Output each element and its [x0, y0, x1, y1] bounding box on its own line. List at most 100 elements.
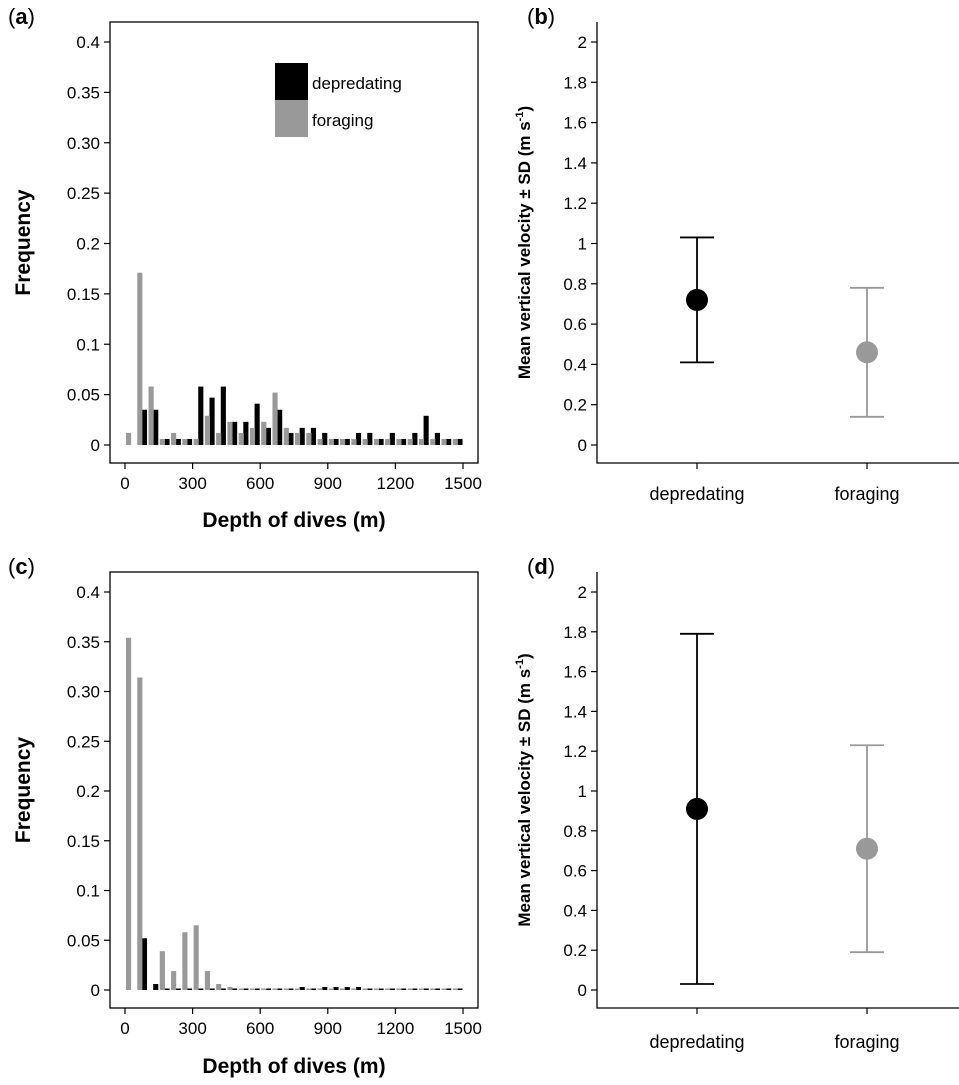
panel-label-open: (	[8, 4, 16, 29]
bar-foraging	[272, 988, 278, 990]
bar-depredating	[367, 988, 373, 990]
y-tick-label: 0.05	[67, 386, 100, 405]
mean-point-foraging	[856, 341, 878, 364]
x-tick-label: 1500	[444, 1019, 482, 1038]
axis-lines	[596, 22, 959, 464]
bar-foraging	[182, 932, 188, 990]
bar-depredating	[344, 987, 350, 990]
bar-foraging	[171, 432, 177, 445]
legend-swatch-foraging	[275, 100, 308, 137]
bar-depredating	[288, 988, 294, 990]
bar-foraging	[452, 438, 458, 445]
y-tick-label: 0.35	[67, 83, 100, 102]
bar-depredating	[232, 421, 238, 445]
y-tick-label: 1.4	[563, 154, 587, 173]
bar-depredating	[446, 988, 452, 990]
y-tick-label: 0.2	[76, 782, 100, 801]
x-tick-label: 300	[178, 1019, 206, 1038]
x-axis-title: Depth of dives (m)	[202, 509, 385, 532]
bar-foraging	[249, 427, 256, 445]
bar-depredating	[389, 432, 395, 445]
bar-foraging	[261, 421, 267, 445]
x-tick-label: 900	[314, 1019, 342, 1038]
bar-depredating	[412, 988, 418, 990]
bar-foraging	[385, 438, 391, 445]
bar-foraging	[227, 987, 233, 990]
panel-label-close: )	[548, 4, 555, 29]
x-axis-title: Depth of dives (m)	[202, 1055, 385, 1078]
bar-depredating	[209, 397, 215, 445]
bar-foraging	[362, 438, 368, 445]
y-axis-title: Mean vertical velocity ± SD (m s-1)	[514, 653, 534, 926]
x-tick-label: 1200	[376, 1019, 414, 1038]
bar-depredating	[186, 988, 193, 990]
bar-foraging	[373, 438, 379, 445]
bar-depredating	[457, 988, 463, 990]
bar-foraging	[441, 438, 447, 445]
bar-depredating	[243, 988, 249, 990]
bar-foraging	[317, 438, 323, 445]
bar-depredating	[265, 427, 271, 445]
bar-depredating	[198, 386, 204, 445]
panel-label: (b)	[527, 4, 555, 29]
bar-foraging	[396, 988, 402, 990]
y-tick-label: 1.8	[563, 73, 587, 92]
category-label-depredating: depredating	[649, 1032, 744, 1052]
bar-foraging	[441, 988, 447, 990]
bar-depredating	[198, 988, 204, 990]
bar-depredating	[434, 988, 440, 990]
y-axis-title-main: Mean vertical velocity ± SD (m s	[515, 121, 534, 379]
y-tick-label: 1	[578, 782, 587, 801]
category-label-foraging: foraging	[834, 1032, 899, 1052]
bar-foraging	[126, 637, 132, 990]
y-tick-label: 0.30	[67, 683, 100, 702]
bar-foraging	[193, 925, 199, 990]
bar-foraging	[137, 272, 143, 445]
bar-depredating	[265, 988, 271, 990]
y-tick-label: 0.15	[67, 832, 100, 851]
panel-label: (d)	[527, 554, 555, 579]
bar-depredating	[232, 988, 238, 990]
y-axis-title-superscript: -1	[514, 112, 526, 122]
bar-foraging	[283, 427, 289, 445]
bar-foraging	[283, 988, 289, 990]
bar-foraging	[340, 988, 346, 990]
bar-depredating	[423, 988, 429, 990]
bar-depredating	[153, 409, 159, 445]
bar-depredating	[355, 987, 362, 990]
y-tick-label: 0.05	[67, 931, 100, 950]
y-tick-label: 1.6	[563, 663, 587, 682]
panel-label-letter: d	[534, 554, 547, 579]
plot-frame	[109, 21, 479, 464]
bar-foraging	[171, 971, 177, 990]
y-tick-label: 1.2	[563, 194, 587, 213]
bar-depredating	[209, 988, 215, 990]
bar-foraging	[351, 438, 357, 445]
y-tick-label: 1.2	[563, 742, 587, 761]
y-tick-label: 0.1	[76, 882, 100, 901]
chart-panel-0: (a) 0 0.05 0.1 0.15 0.2 0.25 0.30 0.35 0.4 0 300 600…	[8, 4, 482, 532]
x-tick-label: 600	[246, 474, 274, 493]
bar-foraging	[249, 988, 256, 990]
bar-depredating	[333, 987, 339, 990]
y-tick-label: 0	[91, 436, 100, 455]
bar-foraging	[362, 988, 368, 990]
y-tick-label: 2	[578, 583, 587, 602]
bar-foraging	[306, 432, 312, 445]
bar-depredating	[322, 432, 328, 445]
x-tick-label: 300	[178, 474, 206, 493]
chart-panel-3: (d) 0 0.2 0.4 0.6 0.8 1 1.2 1.4 1.6 1.8 2 depredatin…	[514, 554, 959, 1052]
bar-depredating	[401, 438, 407, 445]
y-tick-label: 0.8	[563, 822, 587, 841]
panel-label-close: )	[28, 4, 35, 29]
bar-depredating	[378, 988, 384, 990]
axis-lines	[596, 572, 959, 1009]
y-tick-label: 0.2	[76, 235, 100, 254]
y-tick-label: 0.1	[76, 335, 100, 354]
y-axis-title-close: )	[515, 653, 534, 659]
bar-depredating	[299, 427, 305, 445]
y-axis-title-superscript: -1	[514, 659, 526, 669]
bar-depredating	[254, 403, 260, 445]
bar-foraging	[385, 988, 391, 990]
